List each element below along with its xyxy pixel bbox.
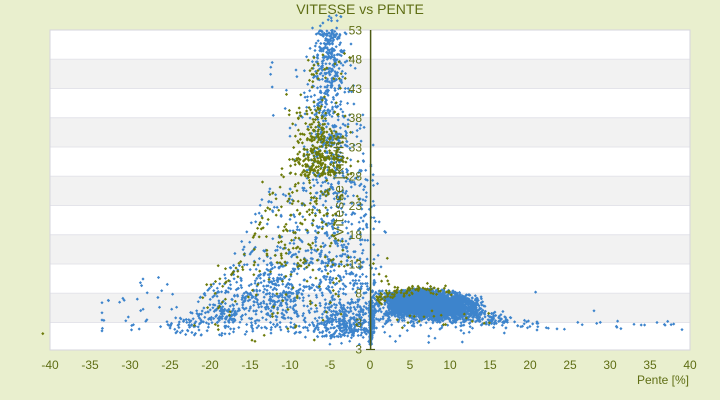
svg-text:48: 48 xyxy=(349,53,363,67)
svg-text:28: 28 xyxy=(349,170,363,184)
svg-text:-40: -40 xyxy=(41,358,59,372)
svg-text:5: 5 xyxy=(407,358,414,372)
svg-text:-10: -10 xyxy=(281,358,299,372)
svg-text:-30: -30 xyxy=(121,358,139,372)
svg-text:-20: -20 xyxy=(201,358,219,372)
svg-text:38: 38 xyxy=(349,111,363,125)
svg-text:15: 15 xyxy=(483,358,497,372)
svg-text:25: 25 xyxy=(563,358,577,372)
svg-text:20: 20 xyxy=(523,358,537,372)
svg-text:VITESSE vs PENTE: VITESSE vs PENTE xyxy=(296,1,424,17)
svg-text:23: 23 xyxy=(349,199,363,213)
svg-text:-15: -15 xyxy=(241,358,259,372)
svg-text:13: 13 xyxy=(349,257,363,271)
svg-text:-25: -25 xyxy=(161,358,179,372)
svg-text:18: 18 xyxy=(349,228,363,242)
svg-text:3: 3 xyxy=(355,343,362,357)
svg-text:Pente [%]: Pente [%] xyxy=(637,373,689,387)
svg-text:8: 8 xyxy=(355,287,362,301)
svg-text:53: 53 xyxy=(349,23,363,37)
svg-text:-35: -35 xyxy=(81,358,99,372)
svg-text:-5: -5 xyxy=(325,358,336,372)
svg-text:Vitesse [km/h]: Vitesse [km/h] xyxy=(331,136,347,237)
svg-text:30: 30 xyxy=(603,358,617,372)
svg-text:43: 43 xyxy=(349,82,363,96)
svg-text:40: 40 xyxy=(683,358,697,372)
svg-text:3: 3 xyxy=(355,316,362,330)
svg-text:35: 35 xyxy=(643,358,657,372)
svg-text:0: 0 xyxy=(367,358,374,372)
svg-text:10: 10 xyxy=(443,358,457,372)
svg-text:33: 33 xyxy=(349,140,363,154)
